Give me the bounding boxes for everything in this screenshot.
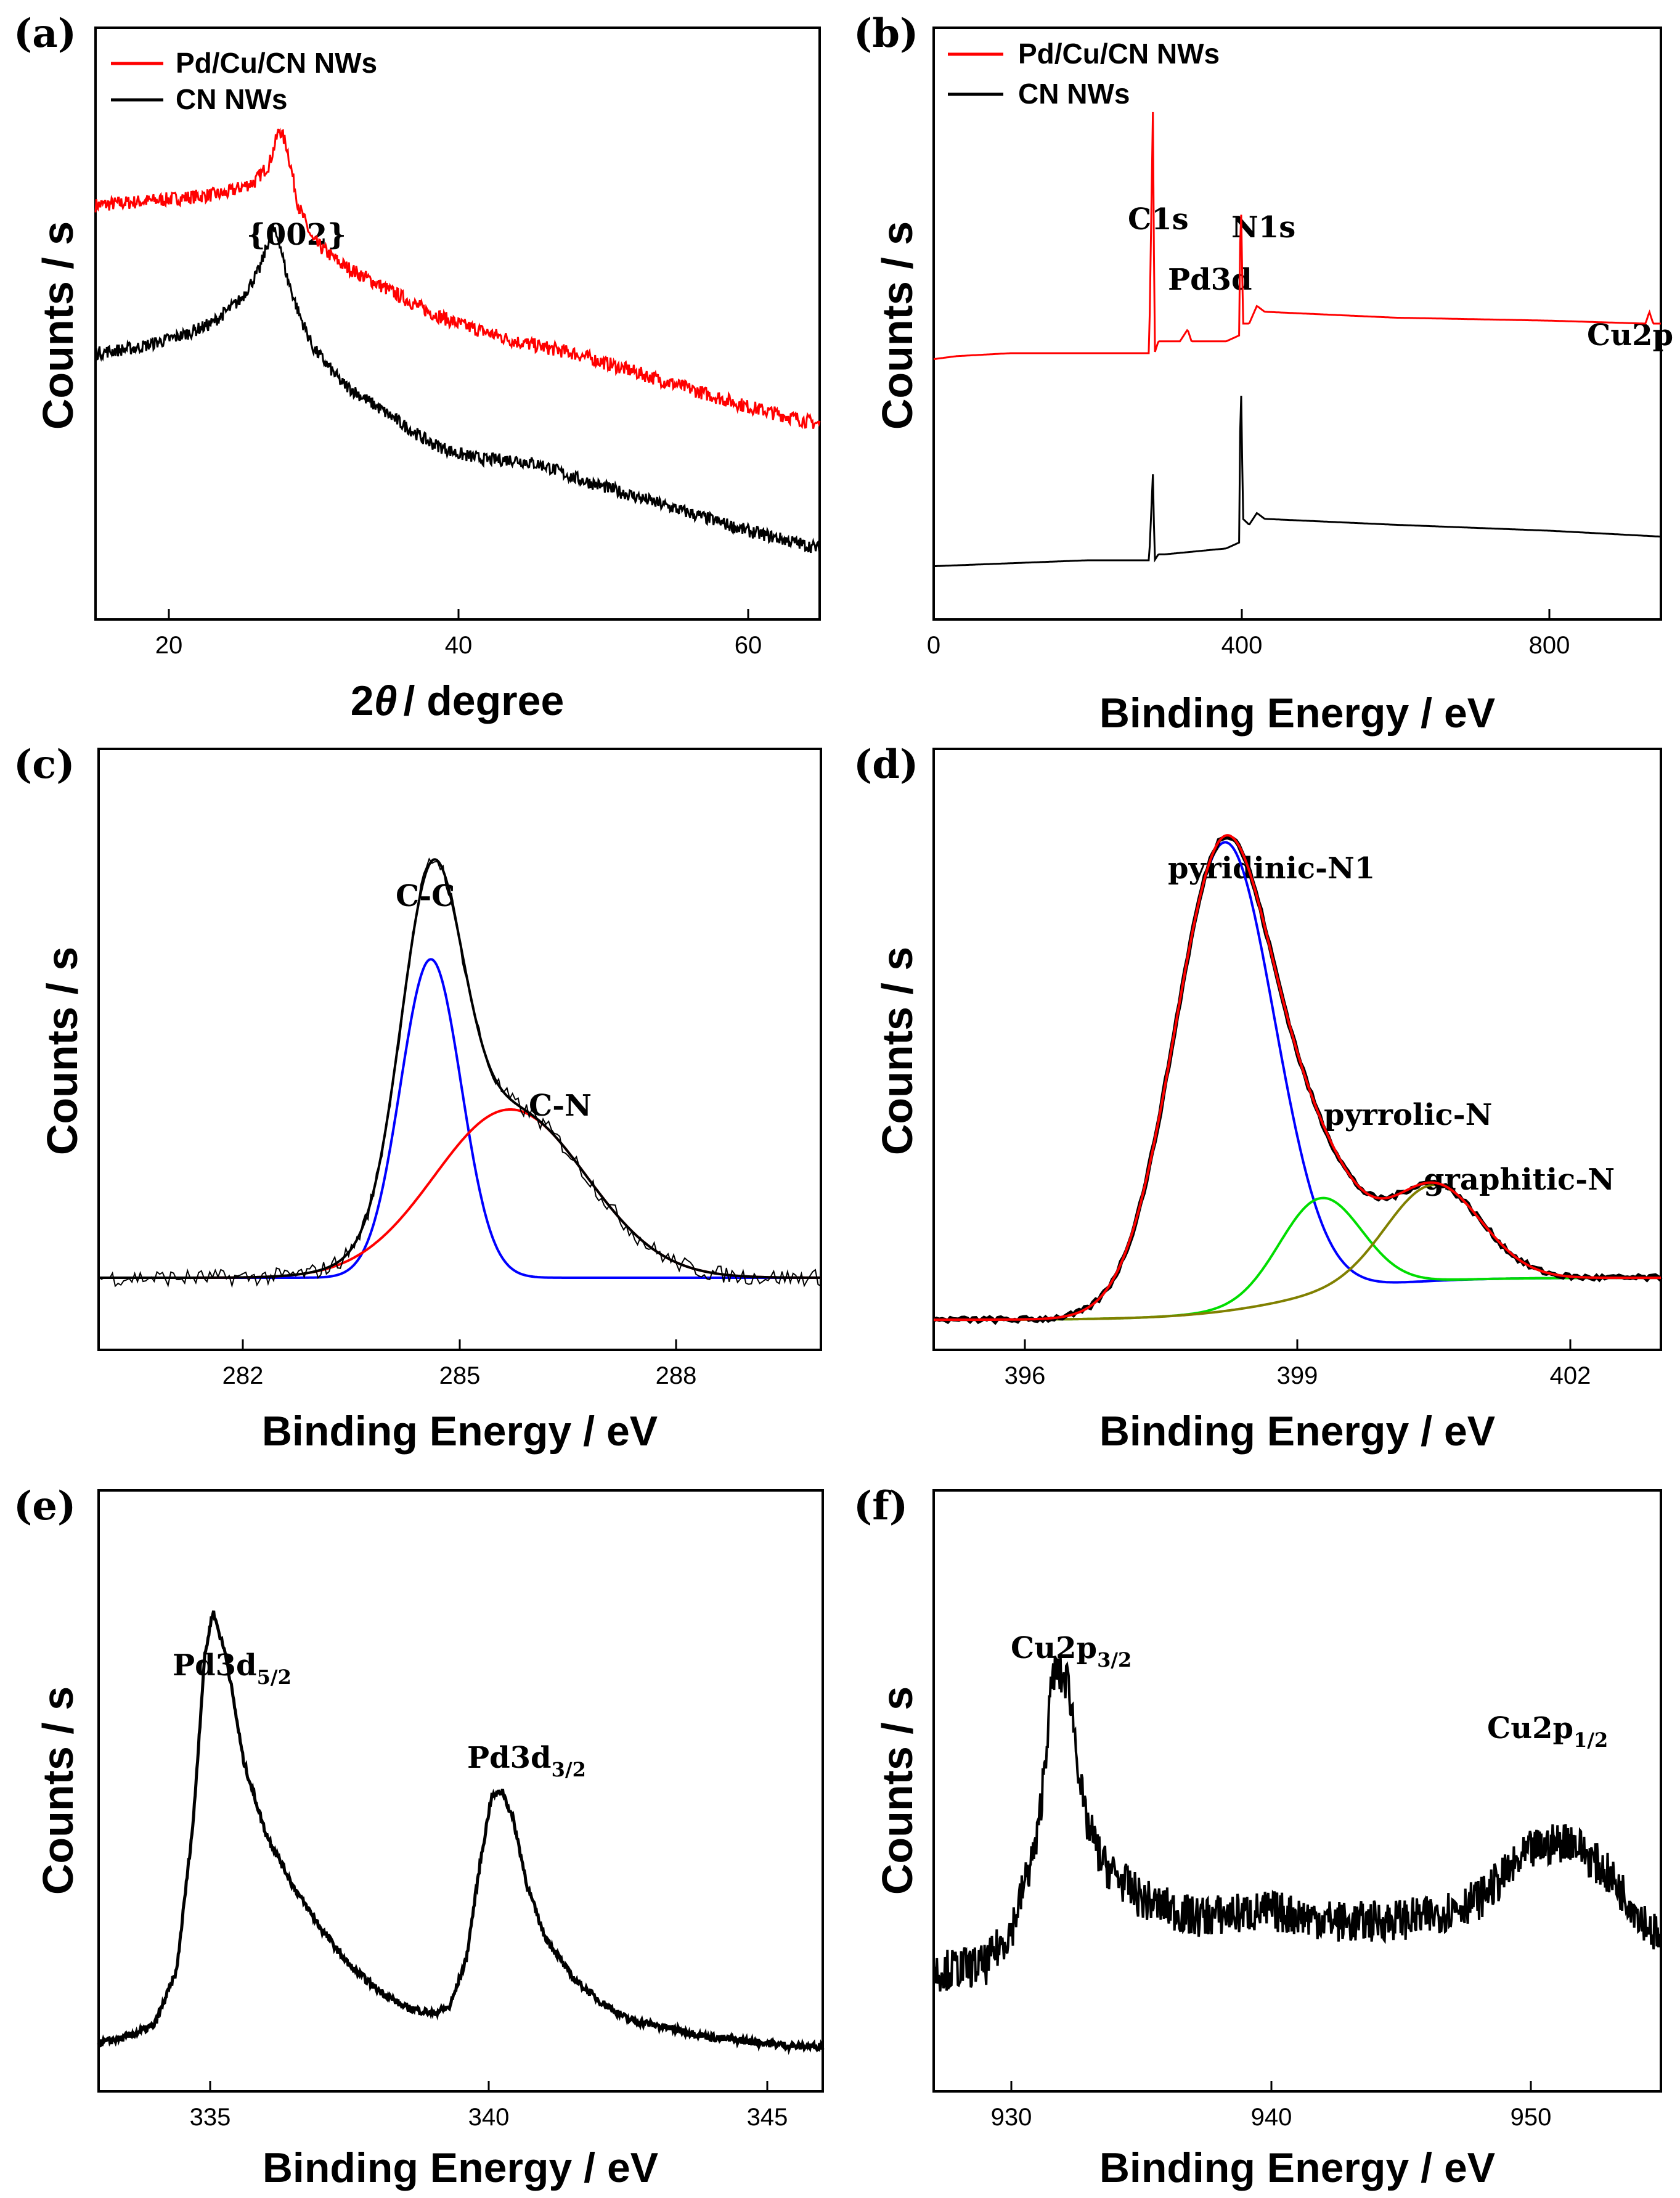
legend-label-cn: CN NWs (176, 83, 287, 115)
panel-e: (e) Pd3d5/2 Pd3d3/2 335 340 345 Binding … (14, 1483, 825, 2191)
envelope-curve (934, 834, 1661, 1322)
legend-label-cn: CN NWs (1018, 78, 1130, 110)
x-tick-label: 285 (439, 1362, 481, 1389)
x-tick-label: 396 (1005, 1362, 1046, 1389)
x-tick-label: 335 (190, 2104, 231, 2131)
annotation-cu2p12: Cu2p1/2 (1487, 1711, 1608, 1752)
x-tick-label: 399 (1277, 1362, 1318, 1389)
panel-b-x-axis-title: Binding Energy / eV (1099, 690, 1495, 737)
ann-sub: 3/2 (552, 1758, 586, 1781)
x-tick-label: 340 (468, 2104, 510, 2131)
annotation-002: {002} (247, 218, 346, 252)
panel-f-xaxis: 930 940 950 (991, 2081, 1552, 2131)
x-tick-label: 60 (735, 632, 762, 659)
panel-c-xaxis: 282 285 288 (222, 1339, 697, 1389)
panel-b-label: (b) (854, 10, 918, 57)
panel-f: (f) Cu2p3/2 Cu2p1/2 930 940 950 Binding … (854, 1483, 1662, 2191)
panel-e-xaxis: 335 340 345 (190, 2081, 788, 2131)
x-tick-label: 402 (1550, 1362, 1591, 1389)
series-line-cu2p (932, 1656, 1662, 1992)
component-curve-c-c (99, 958, 821, 1279)
experimental-line (932, 835, 1663, 1325)
ann-main: Pd3d (467, 1741, 552, 1775)
legend-label-pdcu: Pd/Cu/CN NWs (176, 47, 377, 79)
x-tick-label: 930 (991, 2104, 1032, 2131)
x-tick-label: 345 (747, 2104, 788, 2131)
panel-a-xaxis: 20 40 60 (155, 609, 762, 659)
x-title-prefix: 2 (351, 677, 374, 724)
x-tick-label: 400 (1221, 632, 1263, 659)
x-tick-label: 940 (1251, 2104, 1292, 2131)
x-tick-label: 0 (927, 632, 940, 659)
panel-a: (a) Pd/Cu/CN NWs CN NWs {002} 20 40 60 2… (14, 10, 821, 724)
series-line-pdcu-xrd (94, 128, 821, 430)
annotation-pd3d: Pd3d (1168, 263, 1252, 297)
panel-f-axes-frame (932, 1489, 1662, 2093)
component-curve-graphitic (934, 1183, 1661, 1322)
panel-d-xaxis: 396 399 402 (1005, 1339, 1591, 1389)
panel-c-x-axis-title: Binding Energy / eV (262, 1408, 658, 1455)
panel-b-legend: Pd/Cu/CN NWs CN NWs (948, 38, 1220, 110)
panel-f-x-axis-title: Binding Energy / eV (1099, 2144, 1495, 2191)
component-curve-pyridinic (934, 841, 1661, 1322)
annotation-pd3d32: Pd3d3/2 (467, 1741, 586, 1781)
legend-label-pdcu: Pd/Cu/CN NWs (1018, 38, 1220, 70)
panel-a-x-axis-title: 2θ / degree (351, 677, 565, 724)
annotation-c-n: C-N (529, 1089, 592, 1123)
x-title-theta: θ (374, 677, 398, 724)
panel-e-x-axis-title: Binding Energy / eV (263, 2144, 658, 2191)
panel-a-legend: Pd/Cu/CN NWs CN NWs (111, 47, 377, 115)
ann-sub: 1/2 (1573, 1728, 1608, 1752)
component-curve-c-n (99, 1108, 821, 1279)
x-title-rest: / degree (403, 677, 564, 724)
panel-c-axes-frame (97, 748, 822, 1351)
panel-e-label: (e) (14, 1483, 76, 1529)
series-line-cn-survey (933, 396, 1662, 568)
panel-b: (b) Pd/Cu/CN NWs CN NWs C1s Pd3d N1s Cu2… (854, 10, 1673, 737)
ann-sub: 5/2 (257, 1665, 292, 1689)
panel-b-y-axis-title: Counts / s (873, 221, 921, 430)
x-tick-label: 40 (445, 632, 473, 659)
ann-main: Pd3d (173, 1648, 257, 1683)
panel-c-label: (c) (14, 742, 75, 788)
series-line-pdcu-survey (933, 112, 1661, 361)
annotation-cu2p32: Cu2p3/2 (1011, 1631, 1132, 1672)
x-tick-label: 20 (155, 632, 183, 659)
annotation-c1s: C1s (1128, 202, 1189, 237)
annotation-pyrrolic-n: pyrrolic-N (1324, 1098, 1493, 1132)
series-line-cn-xrd (94, 223, 821, 555)
x-tick-label: 282 (222, 1362, 264, 1389)
annotation-pyridinic-n1: pyridinic-N1 (1168, 851, 1375, 886)
panel-d-label: (d) (854, 742, 918, 788)
panel-e-y-axis-title: Counts / s (34, 1686, 82, 1895)
series-line-pd3d (97, 1610, 825, 2056)
raw-data-line (98, 857, 822, 1288)
ann-sub: 3/2 (1097, 1648, 1132, 1672)
panel-d-x-axis-title: Binding Energy / eV (1099, 1408, 1495, 1455)
annotation-pd3d52: Pd3d5/2 (173, 1648, 292, 1689)
panel-a-label: (a) (14, 10, 76, 57)
panel-a-y-axis-title: Counts / s (34, 221, 82, 430)
x-tick-label: 800 (1529, 632, 1570, 659)
panel-e-axes-frame (97, 1489, 824, 2093)
panel-d-y-axis-title: Counts / s (873, 947, 921, 1155)
panel-c-y-axis-title: Counts / s (38, 947, 86, 1155)
panel-b-xaxis: 0 400 800 (927, 609, 1570, 659)
x-tick-label: 288 (656, 1362, 697, 1389)
panel-d: (d) pyridinic-N1 pyrrolic-N graphitic-N … (854, 742, 1663, 1455)
x-tick-label: 950 (1511, 2104, 1552, 2131)
panel-f-y-axis-title: Counts / s (873, 1686, 921, 1895)
panel-c: (c) C-C C-N 282 285 288 Binding Energy /… (14, 742, 822, 1455)
component-curve-pyrrolic (934, 1196, 1661, 1322)
ann-main: Cu2p (1487, 1711, 1573, 1746)
panel-f-label: (f) (854, 1483, 908, 1529)
